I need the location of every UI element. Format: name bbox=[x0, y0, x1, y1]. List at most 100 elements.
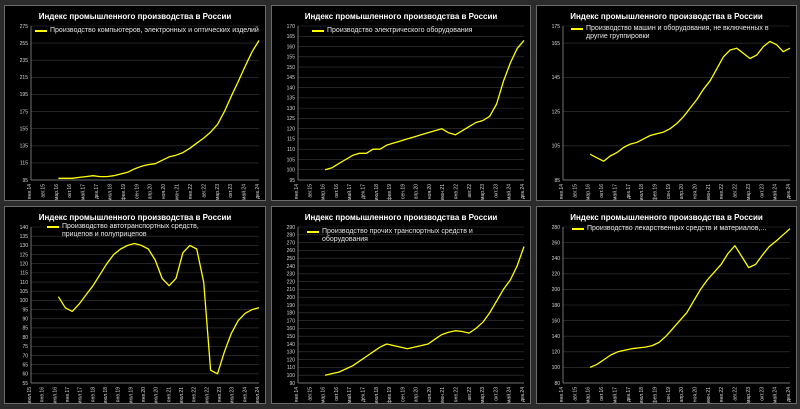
y-tick-label: 130 bbox=[20, 243, 29, 249]
y-tick-label: 220 bbox=[287, 279, 296, 285]
chart-title: Индекс промышленного производства в Росс… bbox=[304, 213, 498, 222]
x-tick-label: янв.22 bbox=[719, 387, 725, 402]
x-tick-label: июл.15 bbox=[27, 387, 33, 403]
legend-label: Производство электрического оборудования bbox=[327, 27, 473, 34]
y-tick-label: 170 bbox=[287, 24, 296, 30]
x-tick-label: мар.16 bbox=[321, 387, 327, 403]
chart-panel-pharma: Индекс промышленного производства в Росс… bbox=[536, 206, 797, 404]
chart-panel-electrical: Индекс промышленного производства в Росс… bbox=[271, 5, 531, 201]
y-tick-label: 180 bbox=[552, 303, 561, 309]
chart-title: Индекс промышленного производства в Росс… bbox=[570, 213, 763, 222]
y-tick-label: 110 bbox=[287, 147, 295, 153]
y-tick-label: 240 bbox=[287, 264, 296, 270]
y-tick-label: 275 bbox=[20, 24, 29, 30]
legend-swatch bbox=[47, 226, 59, 228]
x-tick-label: янв.22 bbox=[192, 387, 198, 402]
x-tick-label: авг.15 bbox=[40, 184, 46, 198]
y-tick-label: 175 bbox=[552, 24, 561, 30]
legend-label: Производство лекарственных средств и мат… bbox=[587, 225, 767, 232]
y-tick-label: 135 bbox=[20, 144, 29, 150]
series-line bbox=[57, 242, 260, 375]
x-tick-label: окт.16 bbox=[334, 184, 340, 198]
y-tick-label: 140 bbox=[287, 342, 296, 348]
x-tick-label: янв.24 bbox=[242, 387, 248, 402]
x-tick-label: янв.14 bbox=[559, 387, 565, 402]
y-tick-label: 115 bbox=[20, 271, 28, 277]
x-tick-label: авг.15 bbox=[307, 387, 313, 401]
y-tick-label: 85 bbox=[22, 326, 28, 332]
x-tick-label: май.17 bbox=[80, 184, 87, 200]
x-tick-label: дек.24 bbox=[255, 184, 261, 199]
x-tick-label: янв.17 bbox=[65, 387, 71, 402]
y-tick-label: 120 bbox=[287, 357, 296, 363]
y-tick-label: 95 bbox=[289, 178, 295, 184]
y-tick-label: 115 bbox=[20, 161, 28, 167]
x-tick-label: сен.19 bbox=[134, 184, 140, 199]
y-tick-label: 120 bbox=[552, 350, 561, 356]
y-tick-label: 215 bbox=[20, 75, 29, 81]
y-tick-label: 190 bbox=[287, 303, 296, 309]
x-tick-label: мар.23 bbox=[746, 184, 752, 200]
y-tick-label: 115 bbox=[287, 137, 295, 143]
series-line bbox=[589, 40, 791, 162]
x-tick-label: май.17 bbox=[346, 184, 353, 200]
x-tick-label: июл.18 bbox=[103, 387, 109, 403]
x-tick-label: дек.17 bbox=[626, 387, 632, 402]
x-tick-label: янв.23 bbox=[217, 387, 223, 402]
chart-legend: Производство прочих транспортных средств… bbox=[307, 228, 517, 244]
x-tick-label: мар.23 bbox=[746, 387, 752, 403]
chart-plot: 80 100 120 140 160 180 200 220 240 260 280 янв.14 ав… bbox=[552, 225, 792, 403]
x-tick-label: июл.22 bbox=[204, 387, 210, 403]
y-tick-label: 125 bbox=[287, 116, 296, 122]
x-tick-label: янв.16 bbox=[40, 387, 46, 402]
x-tick-label: мар.23 bbox=[215, 184, 221, 200]
x-tick-label: сен.19 bbox=[400, 184, 406, 199]
x-tick-label: янв.22 bbox=[719, 184, 725, 199]
chart-plot: 55 60 65 70 75 80 85 90 95 100 105 110 115 120 125 130 1… bbox=[20, 225, 261, 403]
y-tick-label: 80 bbox=[22, 335, 28, 341]
chart-panel-transport: Индекс промышленного производства в Росс… bbox=[271, 206, 531, 404]
y-tick-label: 150 bbox=[287, 334, 296, 340]
x-tick-label: фев.19 bbox=[652, 387, 658, 403]
x-tick-label: ноя.20 bbox=[427, 387, 433, 402]
x-tick-label: июл.17 bbox=[78, 387, 84, 403]
y-tick-label: 160 bbox=[552, 318, 561, 324]
x-tick-label: янв.22 bbox=[454, 184, 460, 199]
x-tick-label: фев.19 bbox=[121, 184, 127, 200]
y-tick-label: 270 bbox=[287, 240, 296, 246]
y-tick-label: 240 bbox=[552, 256, 561, 262]
x-tick-label: сен.19 bbox=[666, 387, 672, 402]
x-tick-label: фев.19 bbox=[387, 387, 393, 403]
y-tick-label: 85 bbox=[554, 178, 560, 184]
series-line bbox=[58, 40, 260, 179]
x-tick-label: дек.17 bbox=[626, 184, 632, 199]
x-tick-label: окт.23 bbox=[759, 184, 765, 198]
y-tick-label: 220 bbox=[552, 272, 561, 278]
y-tick-label: 110 bbox=[287, 365, 295, 371]
legend-label: Производство компьютеров, электронных и … bbox=[50, 27, 259, 34]
chart-title: Индекс промышленного производства в Росс… bbox=[304, 12, 498, 21]
x-tick-label: июл.18 bbox=[639, 387, 645, 403]
legend-label: Производство автотранспортных средств, п… bbox=[62, 223, 199, 238]
y-tick-label: 155 bbox=[287, 55, 296, 61]
chart-plot: 95 100 105 110 115 120 125 130 135 140 145 150 155 16… bbox=[287, 24, 526, 200]
y-tick-label: 105 bbox=[20, 289, 29, 295]
x-tick-label: май.24 bbox=[241, 184, 248, 200]
x-tick-label: янв.19 bbox=[116, 387, 122, 402]
y-tick-label: 175 bbox=[20, 109, 29, 115]
x-tick-label: май.17 bbox=[611, 387, 618, 403]
x-tick-label: янв.22 bbox=[454, 387, 460, 402]
x-tick-label: авг.22 bbox=[467, 387, 473, 401]
x-tick-label: авг.22 bbox=[467, 184, 473, 198]
x-tick-label: дек.17 bbox=[360, 184, 366, 199]
chart-legend: Производство автотранспортных средств, п… bbox=[47, 223, 227, 239]
y-tick-label: 250 bbox=[287, 256, 296, 262]
chart-title: Индекс промышленного производства в Росс… bbox=[38, 213, 232, 222]
x-tick-label: дек.24 bbox=[786, 387, 792, 402]
y-tick-label: 100 bbox=[20, 298, 29, 304]
x-tick-label: мар.23 bbox=[480, 184, 486, 200]
y-tick-label: 155 bbox=[20, 126, 29, 132]
x-tick-label: авг.22 bbox=[201, 184, 207, 198]
x-tick-label: дек.24 bbox=[786, 184, 792, 199]
